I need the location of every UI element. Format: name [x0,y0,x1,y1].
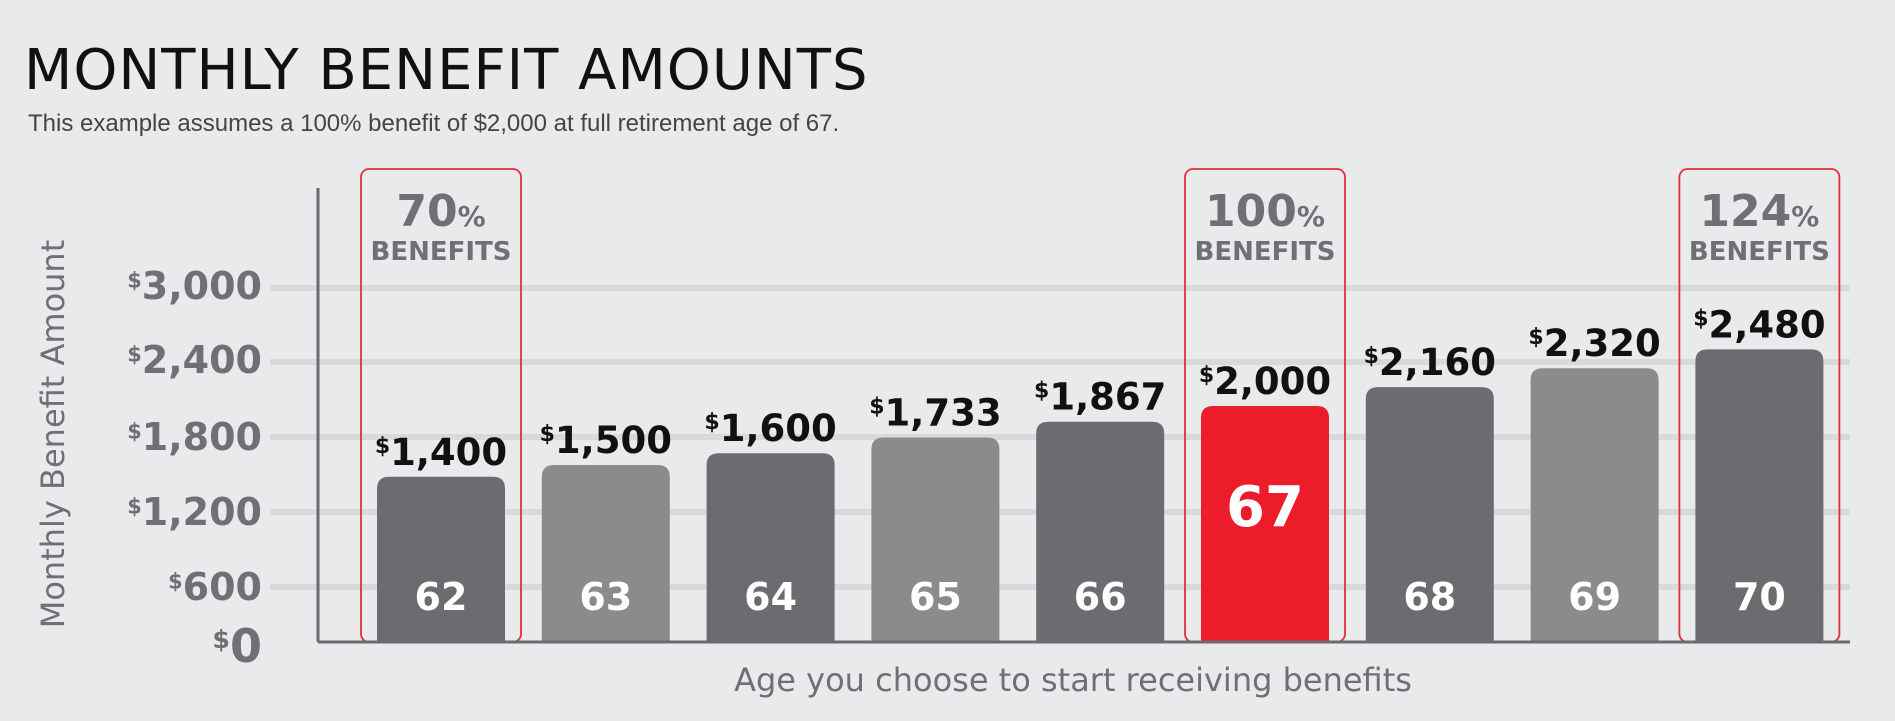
bar-age-67 [1201,406,1329,642]
x-axis-title: Age you choose to start receiving benefi… [734,661,1412,699]
y-tick-label: $1,800 [127,415,262,459]
chart-subtitle: This example assumes a 100% benefit of $… [28,110,840,137]
x-tick-label: 62 [415,575,468,619]
bar-age-63 [541,465,670,642]
bar-value-label: $2,480 [1693,303,1825,346]
x-tick-label: 65 [909,575,962,619]
y-tick-label: $3,000 [127,264,262,308]
callout-label: BENEFITS [1689,237,1830,267]
bar-age-64 [706,453,835,642]
callout-label: BENEFITS [371,237,512,267]
y-tick-label: $2,400 [127,338,262,382]
callout-percent: 100% [1205,186,1325,237]
bar-value-label: $1,500 [540,419,672,462]
x-tick-label: 68 [1403,575,1456,619]
x-tick-label: 69 [1568,575,1621,619]
x-tick-label: 70 [1733,575,1786,619]
y-tick-label: $1,200 [127,490,262,534]
bar-age-70 [1695,349,1824,642]
callout-percent: 124% [1699,186,1819,237]
callout-label: BENEFITS [1195,237,1336,267]
y-tick-label: $0 [212,619,262,673]
y-axis-title: Monthly Benefit Amount [34,240,72,629]
x-tick-label: 63 [579,575,632,619]
x-tick-label: 67 [1226,475,1304,540]
bar-value-label: $1,867 [1034,376,1166,419]
y-tick-label: $600 [168,565,262,609]
bar-value-label: $1,733 [869,392,1001,435]
chart-title: MONTHLY BENEFIT AMOUNTS [24,38,869,103]
bar-age-68 [1365,387,1494,642]
bar-value-label: $2,160 [1364,341,1496,384]
bar-age-69 [1530,368,1659,642]
bar-value-label: $2,000 [1199,360,1331,403]
bar-value-label: $1,600 [704,407,836,450]
bar-age-65 [871,437,1000,642]
bar-age-62 [377,476,505,642]
x-tick-label: 66 [1074,575,1127,619]
x-tick-label: 64 [744,575,797,619]
bar-value-label: $2,320 [1528,322,1660,365]
callout-percent: 70% [396,186,485,237]
bar-value-label: $1,400 [375,431,507,474]
bar-age-66 [1036,421,1165,642]
